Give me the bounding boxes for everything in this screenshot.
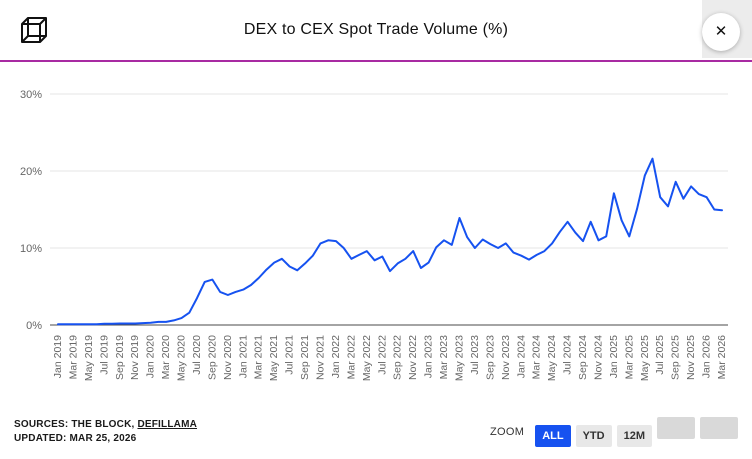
widget-footer: SOURCES: THE BLOCK, DEFILLAMA UPDATED: M… bbox=[0, 405, 752, 459]
sources-block: SOURCES: THE BLOCK, DEFILLAMA UPDATED: M… bbox=[14, 418, 197, 447]
x-axis-label: Jul 2020 bbox=[191, 335, 203, 375]
x-axis-label: Sep 2025 bbox=[670, 335, 682, 380]
x-axis-label: Nov 2020 bbox=[222, 335, 234, 380]
x-axis-label: May 2020 bbox=[176, 335, 188, 381]
x-axis-label: Jan 2021 bbox=[237, 335, 249, 378]
x-axis-label: May 2022 bbox=[361, 335, 373, 381]
x-axis-label: Jan 2019 bbox=[52, 335, 64, 378]
sources-line: SOURCES: THE BLOCK, DEFILLAMA bbox=[14, 418, 197, 433]
x-axis-label: Nov 2019 bbox=[129, 335, 141, 380]
x-axis-label: Jan 2023 bbox=[423, 335, 435, 378]
x-axis-label: Jan 2020 bbox=[145, 335, 157, 378]
x-axis-label: May 2024 bbox=[546, 335, 558, 381]
zoom-button-blank-5[interactable] bbox=[700, 417, 738, 439]
y-axis-label: 10% bbox=[20, 243, 42, 255]
x-axis-label: Nov 2025 bbox=[685, 335, 697, 380]
line-chart: 0%10%20%30%Jan 2019 Mar 2019 May 2019 Jul 2… bbox=[20, 89, 728, 381]
close-button[interactable]: ✕ bbox=[702, 13, 740, 51]
x-axis-label: Jul 2023 bbox=[469, 335, 481, 375]
zoom-button-all[interactable]: ALL bbox=[535, 425, 571, 447]
chart-title: DEX to CEX Spot Trade Volume (%) bbox=[243, 21, 509, 38]
x-axis-label: Mar 2023 bbox=[438, 335, 450, 380]
x-axis-label: Sep 2021 bbox=[299, 335, 311, 380]
y-axis-label: 30% bbox=[20, 89, 42, 101]
x-axis-label: Mar 2026 bbox=[716, 335, 728, 380]
x-axis-label: Sep 2022 bbox=[392, 335, 404, 380]
sources-prefix: SOURCES: THE BLOCK, bbox=[14, 418, 138, 430]
accent-divider bbox=[0, 60, 752, 62]
x-axis-label: Jan 2024 bbox=[515, 335, 527, 378]
x-axis-label: Sep 2020 bbox=[206, 335, 218, 380]
x-axis-label: Sep 2019 bbox=[114, 335, 126, 380]
x-axis-label: Sep 2024 bbox=[577, 335, 589, 380]
x-axis-label: Jul 2021 bbox=[284, 335, 296, 375]
series-line bbox=[57, 157, 723, 326]
x-axis-label: May 2019 bbox=[83, 335, 95, 381]
updated-line: UPDATED: MAR 25, 2026 bbox=[14, 433, 137, 444]
x-axis-label: Jan 2022 bbox=[330, 335, 342, 378]
x-axis-label: Nov 2022 bbox=[407, 335, 419, 380]
x-axis-label: Sep 2023 bbox=[484, 335, 496, 380]
x-axis-label: Jul 2022 bbox=[376, 335, 388, 375]
zoom-controls: ZOOM ALL YTD 12M bbox=[490, 417, 738, 447]
x-axis-label: Jul 2019 bbox=[98, 335, 110, 375]
x-axis-label: Nov 2023 bbox=[500, 335, 512, 380]
x-axis-label: Jan 2026 bbox=[701, 335, 713, 378]
x-axis-label: May 2025 bbox=[639, 335, 651, 381]
zoom-button-blank-4[interactable] bbox=[657, 417, 695, 439]
x-axis-label: Mar 2025 bbox=[623, 335, 635, 380]
x-axis-label: Jul 2025 bbox=[654, 335, 666, 375]
zoom-button-group: ALL YTD 12M bbox=[530, 417, 738, 447]
x-axis-label: May 2021 bbox=[268, 335, 280, 381]
x-axis-label: May 2023 bbox=[453, 335, 465, 381]
x-axis-label: Mar 2020 bbox=[160, 335, 172, 380]
zoom-button-12m[interactable]: 12M bbox=[616, 425, 652, 447]
defillama-link[interactable]: DEFILLAMA bbox=[137, 418, 198, 430]
y-axis-label: 20% bbox=[20, 166, 42, 178]
the-block-logo-icon bbox=[16, 12, 52, 48]
x-axis-label: Nov 2024 bbox=[592, 335, 604, 380]
x-axis-label: Mar 2019 bbox=[67, 335, 79, 380]
x-axis-label: Jan 2025 bbox=[608, 335, 620, 378]
zoom-label: ZOOM bbox=[490, 426, 525, 438]
x-axis-label: Nov 2021 bbox=[315, 335, 327, 380]
x-axis-label: Mar 2024 bbox=[531, 335, 543, 380]
x-axis-label: Mar 2022 bbox=[345, 335, 357, 380]
x-axis-label: Mar 2021 bbox=[253, 335, 265, 380]
y-axis-label: 0% bbox=[26, 320, 42, 332]
zoom-button-ytd[interactable]: YTD bbox=[575, 425, 612, 447]
widget-header: DEX to CEX Spot Trade Volume (%) ✕ bbox=[0, 0, 752, 60]
x-axis-label: Jul 2024 bbox=[562, 335, 574, 375]
